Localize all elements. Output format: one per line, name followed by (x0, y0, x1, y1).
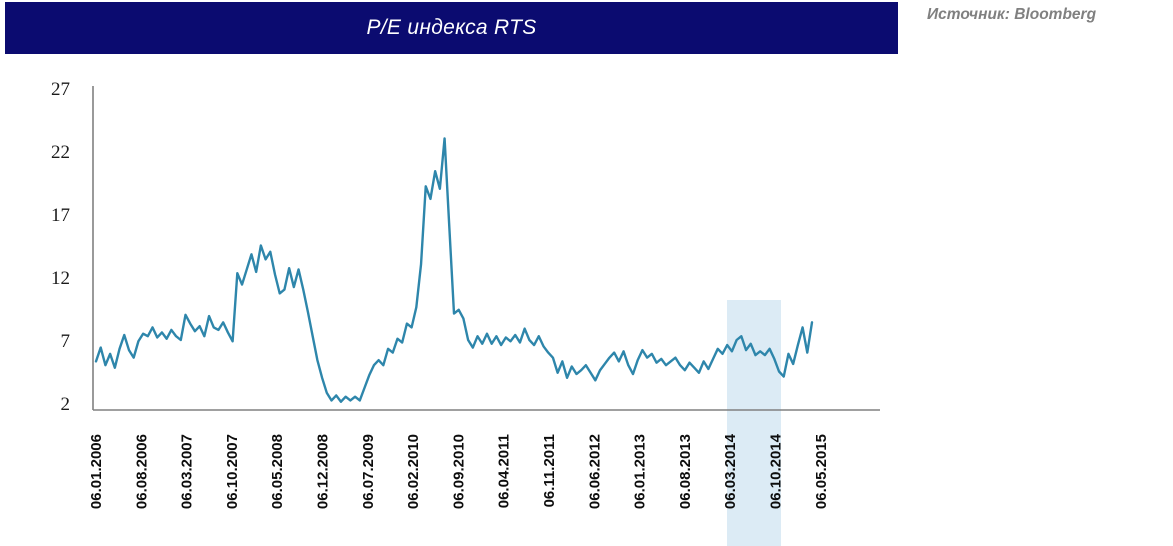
x-axis-tick-label: 06.08.2013 (677, 434, 694, 509)
x-axis-tick-label: 06.01.2013 (632, 434, 649, 509)
highlight-band-labels (727, 425, 781, 546)
x-axis-tick-label: 06.09.2010 (450, 434, 467, 509)
page-title: P/E индекса RTS (366, 16, 537, 39)
x-axis-tick-label: 06.03.2014 (722, 433, 739, 509)
y-axis-tick-label: 27 (51, 79, 70, 100)
chart-title-bar: P/E индекса RTS (5, 2, 898, 54)
x-axis-tick-label: 06.02.2010 (405, 434, 422, 509)
x-axis-tick-label: 06.05.2008 (269, 434, 286, 509)
y-axis-tick-label: 17 (51, 205, 70, 226)
x-axis-tick-label: 06.11.2011 (541, 434, 558, 507)
highlight-band (727, 300, 781, 425)
x-axis-tick-label: 06.07.2009 (360, 434, 377, 509)
y-axis-tick-label: 2 (61, 394, 71, 415)
y-axis-tick-label: 7 (61, 331, 71, 352)
x-axis-tick-label: 06.03.2007 (179, 434, 196, 509)
x-axis-tick-label: 06.12.2008 (315, 434, 332, 509)
x-axis-tick-label: 06.08.2006 (133, 434, 150, 509)
chart-container: 27 22 17 12 7 2 06.01.2006 06.08.2006 06.03.2007… (0, 54, 1173, 546)
x-axis-tick-label: 06.10.2007 (224, 434, 241, 509)
y-axis-tick-label: 12 (51, 268, 70, 289)
x-axis-tick-label: 06.04.2011 (496, 434, 513, 508)
line-chart: 27 22 17 12 7 2 06.01.2006 06.08.2006 06.03.2007… (51, 79, 880, 546)
data-series-line (94, 137, 814, 403)
source-attribution: Источник: Bloomberg (927, 6, 1097, 23)
y-axis-tick-label: 22 (51, 142, 70, 163)
x-axis-tick-label: 06.10.2014 (768, 433, 785, 509)
x-axis-tick-label: 06.05.2015 (813, 434, 830, 509)
x-axis-tick-label: 06.06.2012 (586, 434, 603, 509)
x-axis-tick-label: 06.01.2006 (88, 434, 105, 509)
